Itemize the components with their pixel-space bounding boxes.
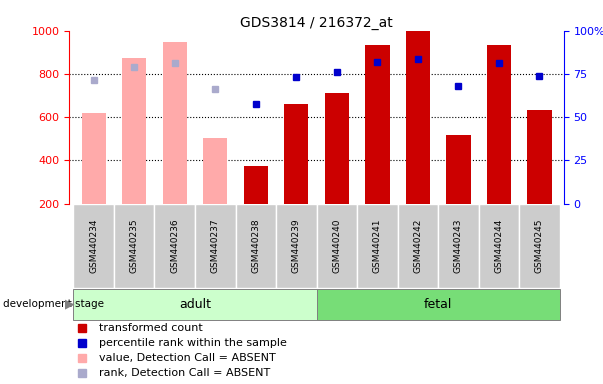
- Text: GSM440245: GSM440245: [535, 218, 544, 273]
- Text: GSM440241: GSM440241: [373, 218, 382, 273]
- Bar: [479, 204, 519, 288]
- Text: adult: adult: [179, 298, 211, 311]
- Bar: [154, 204, 195, 288]
- Text: GSM440244: GSM440244: [494, 218, 504, 273]
- Text: percentile rank within the sample: percentile rank within the sample: [99, 338, 287, 348]
- Bar: [438, 204, 479, 288]
- Bar: [446, 136, 470, 204]
- Bar: [519, 204, 560, 288]
- Text: ▶: ▶: [65, 298, 75, 311]
- Bar: [74, 289, 317, 320]
- Bar: [528, 109, 552, 204]
- Title: GDS3814 / 216372_at: GDS3814 / 216372_at: [240, 16, 393, 30]
- Bar: [357, 204, 397, 288]
- Text: GSM440239: GSM440239: [292, 218, 301, 273]
- Bar: [236, 204, 276, 288]
- Text: GSM440243: GSM440243: [454, 218, 463, 273]
- Text: GSM440242: GSM440242: [414, 218, 422, 273]
- Text: GSM440238: GSM440238: [251, 218, 260, 273]
- Bar: [195, 204, 236, 288]
- Text: rank, Detection Call = ABSENT: rank, Detection Call = ABSENT: [99, 368, 270, 378]
- Text: GSM440236: GSM440236: [170, 218, 179, 273]
- Bar: [317, 204, 357, 288]
- Bar: [122, 58, 147, 204]
- Bar: [284, 104, 309, 204]
- Bar: [397, 204, 438, 288]
- Text: GSM440234: GSM440234: [89, 218, 98, 273]
- Bar: [487, 45, 511, 204]
- Bar: [365, 45, 390, 204]
- Text: fetal: fetal: [424, 298, 452, 311]
- Text: GSM440235: GSM440235: [130, 218, 139, 273]
- Bar: [81, 113, 106, 204]
- Text: GSM440237: GSM440237: [211, 218, 219, 273]
- Text: GSM440240: GSM440240: [332, 218, 341, 273]
- Bar: [406, 31, 430, 204]
- Bar: [74, 204, 114, 288]
- Text: transformed count: transformed count: [99, 323, 203, 333]
- Bar: [163, 41, 187, 204]
- Bar: [324, 93, 349, 204]
- Bar: [276, 204, 317, 288]
- Bar: [317, 289, 560, 320]
- Bar: [203, 137, 227, 204]
- Bar: [244, 166, 268, 204]
- Text: value, Detection Call = ABSENT: value, Detection Call = ABSENT: [99, 353, 276, 363]
- Text: development stage: development stage: [3, 299, 104, 310]
- Bar: [114, 204, 154, 288]
